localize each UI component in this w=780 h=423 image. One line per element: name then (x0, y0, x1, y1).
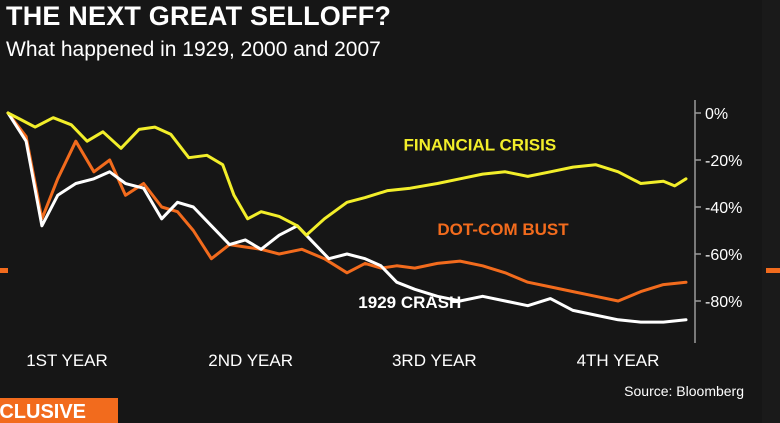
source-note: Source: Bloomberg (624, 383, 744, 399)
y-tick-label: -60% (705, 247, 742, 264)
chart-subtitle: What happened in 1929, 2000 and 2007 (6, 38, 381, 61)
series-label-financial-crisis: FINANCIAL CRISIS (404, 136, 557, 155)
series-lines (6, 111, 688, 324)
axes: 0% -20% -40% -60% -80% 1ST YEAR 2ND YEAR 3RD YE… (26, 100, 742, 370)
exclusive-badge-label: XCLUSIVE (0, 401, 87, 423)
y-tick-label: 0% (705, 106, 728, 123)
series-label-crash-1929: 1929 CRASH (358, 293, 461, 312)
series-line-financial-crisis (6, 111, 688, 237)
chart-title: THE NEXT GREAT SELLOFF? (6, 1, 392, 31)
x-tick-label: 1ST YEAR (26, 351, 108, 370)
exclusive-badge: XCLUSIVE (0, 398, 118, 423)
accent-bar-right (766, 268, 780, 273)
y-tick-label: -80% (705, 294, 742, 311)
y-tick-label: -20% (705, 153, 742, 170)
y-tick-label: -40% (705, 200, 742, 217)
chart-panel (0, 0, 762, 423)
series-label-dot-com-bust: DOT-COM BUST (437, 220, 569, 239)
x-tick-label: 4TH YEAR (577, 351, 660, 370)
x-tick-label: 2ND YEAR (208, 351, 293, 370)
x-tick-label: 3RD YEAR (392, 351, 477, 370)
series-line-dot-com-bust (6, 111, 688, 303)
series-line-crash-1929 (6, 111, 688, 324)
annotations: FINANCIAL CRISIS DOT-COM BUST 1929 CRASH (358, 136, 569, 312)
accent-bar-left (0, 268, 8, 273)
